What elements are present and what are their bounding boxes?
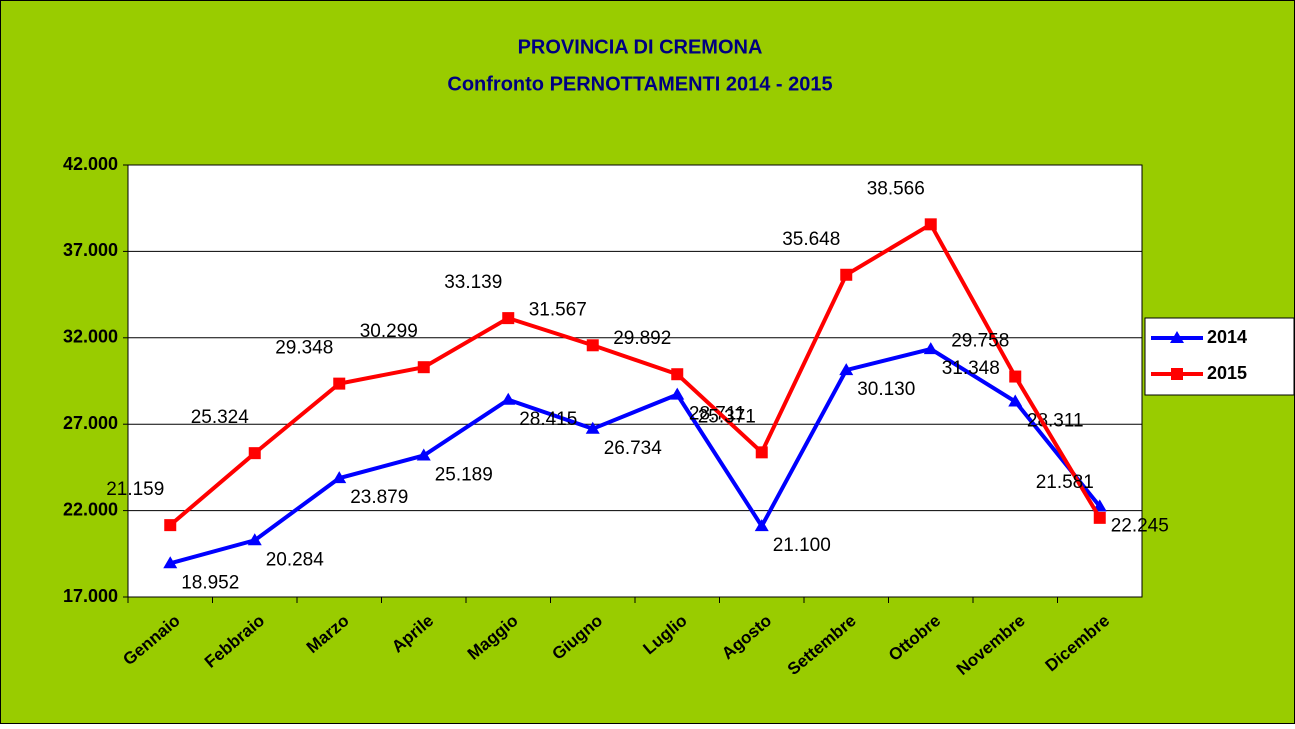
marker xyxy=(416,448,431,461)
data-label: 30.130 xyxy=(857,379,915,400)
marker xyxy=(248,447,261,460)
data-label: 21.159 xyxy=(106,479,164,500)
data-label: 31.348 xyxy=(942,358,1000,379)
plot-area xyxy=(127,164,1143,598)
marker xyxy=(670,387,685,400)
data-label: 31.567 xyxy=(529,299,587,320)
marker xyxy=(1093,511,1106,524)
data-label: 20.284 xyxy=(266,549,325,570)
marker xyxy=(163,556,178,569)
marker xyxy=(247,533,262,546)
marker xyxy=(1009,370,1022,383)
legend-label: 2014 xyxy=(1207,327,1247,347)
data-label: 18.952 xyxy=(181,572,239,593)
data-label: 28.415 xyxy=(519,409,577,430)
marker xyxy=(924,218,937,231)
y-tick-label: 32.000 xyxy=(63,327,118,347)
line xyxy=(168,221,1102,527)
y-tick-label: 42.000 xyxy=(63,154,118,174)
marker xyxy=(586,339,599,352)
line xyxy=(169,346,1102,566)
data-label: 29.892 xyxy=(613,328,671,349)
legend-label: 2015 xyxy=(1207,363,1247,383)
marker xyxy=(501,392,516,405)
data-label: 35.648 xyxy=(782,229,840,250)
marker xyxy=(839,363,854,376)
y-tick-label: 37.000 xyxy=(63,240,118,260)
marker xyxy=(332,471,347,484)
data-label: 23.879 xyxy=(350,487,408,508)
marker xyxy=(755,446,768,459)
data-label: 25.371 xyxy=(698,406,756,427)
data-label: 22.245 xyxy=(1111,515,1169,536)
data-label: 28.711 xyxy=(689,404,746,425)
marker xyxy=(923,342,938,355)
marker xyxy=(754,519,769,532)
y-tick-label: 17.000 xyxy=(63,586,118,606)
marker xyxy=(671,368,684,381)
data-label: 26.734 xyxy=(604,438,663,459)
data-label: 33.139 xyxy=(444,272,502,293)
marker xyxy=(502,312,515,325)
chart-subtitle: Confronto PERNOTTAMENTI 2014 - 2015 xyxy=(447,73,832,95)
data-label: 21.581 xyxy=(1036,472,1094,493)
marker xyxy=(840,268,853,281)
data-label: 28.311 xyxy=(1027,411,1084,432)
data-label: 21.100 xyxy=(773,535,831,556)
legend xyxy=(1144,317,1295,396)
data-label: 29.758 xyxy=(951,331,1009,352)
marker xyxy=(1008,394,1023,407)
data-label: 30.299 xyxy=(360,321,418,342)
y-tick-label: 22.000 xyxy=(63,499,118,519)
data-label: 25.189 xyxy=(435,465,493,486)
marker xyxy=(417,361,430,374)
data-label: 29.348 xyxy=(275,338,333,359)
marker xyxy=(585,421,600,434)
marker xyxy=(164,519,177,532)
marker xyxy=(1171,368,1183,380)
data-label: 25.324 xyxy=(191,407,250,428)
marker xyxy=(333,377,346,390)
chart-title: PROVINCIA DI CREMONA xyxy=(518,36,763,58)
data-label: 38.566 xyxy=(867,178,925,199)
marker xyxy=(1170,331,1184,343)
y-tick-label: 27.000 xyxy=(63,413,118,433)
